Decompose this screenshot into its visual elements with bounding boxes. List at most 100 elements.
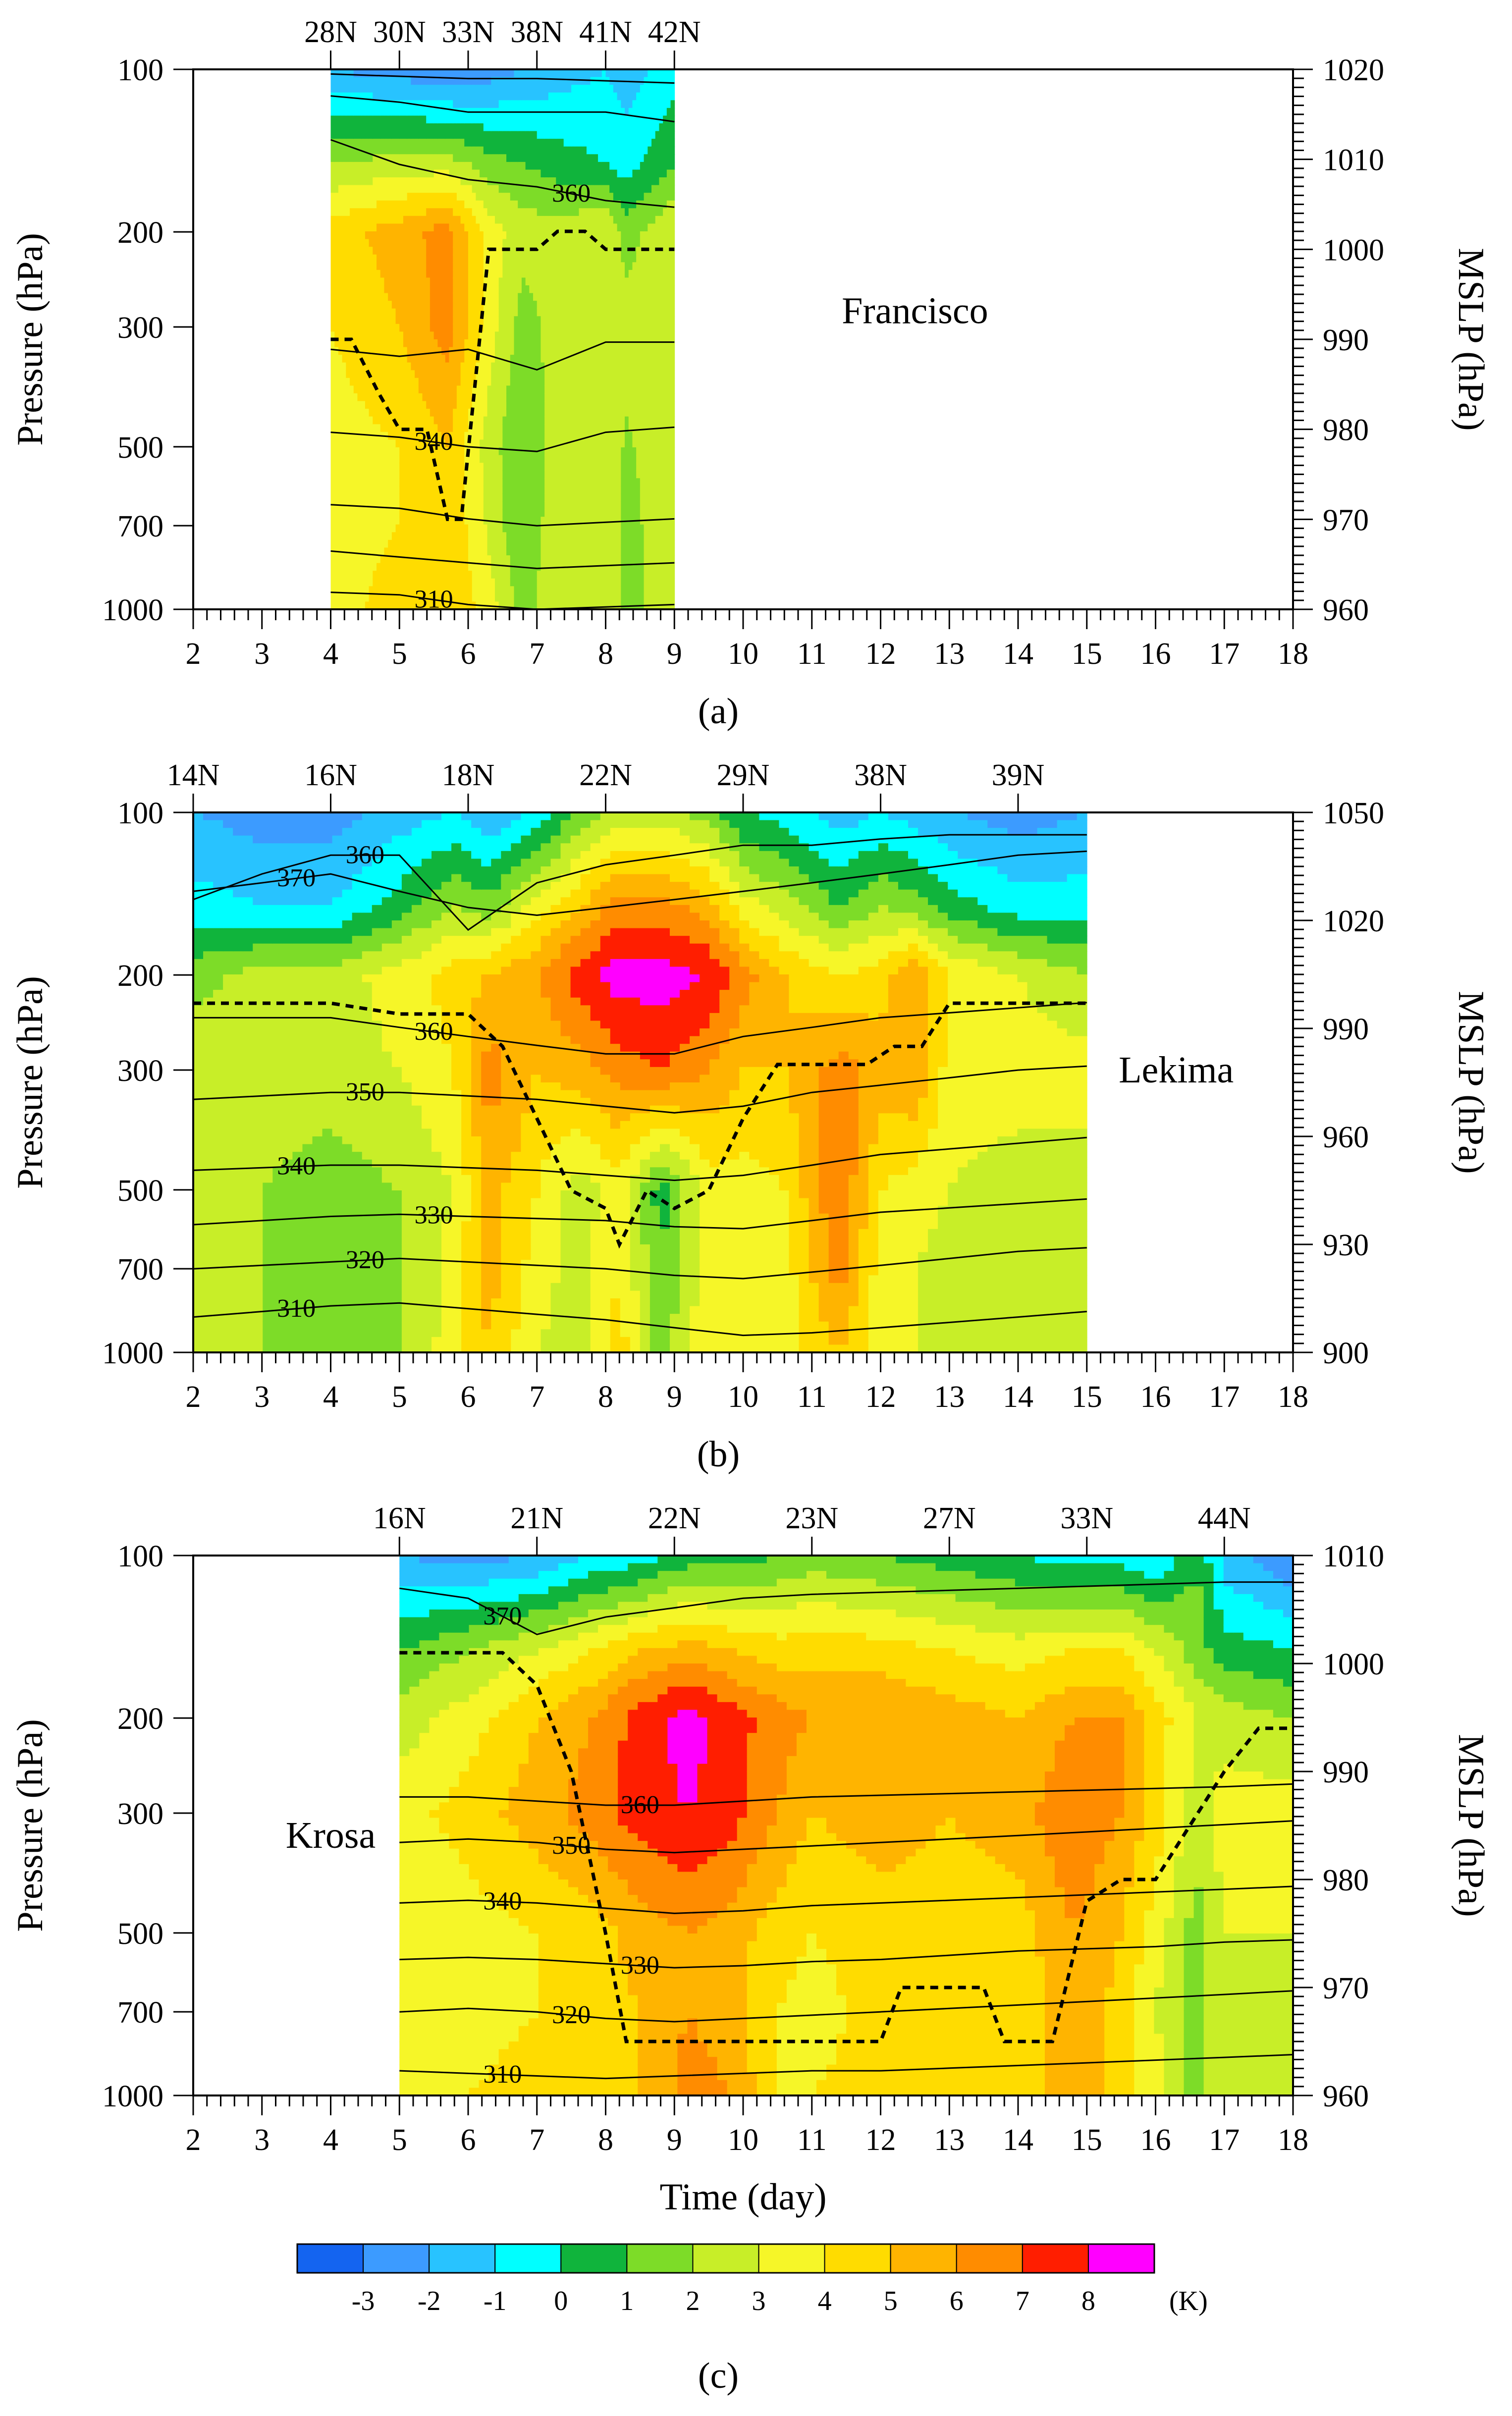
heatmap-cell: [594, 532, 598, 540]
heatmap-cell: [453, 447, 457, 456]
heatmap-cell: [350, 169, 354, 178]
heatmap-cell: [365, 547, 370, 556]
heatmap-cell: [586, 231, 591, 240]
heatmap-cell: [399, 571, 404, 579]
heatmap-cell: [377, 463, 381, 471]
heatmap-cell: [426, 470, 431, 479]
heatmap-cell: [548, 578, 553, 587]
heatmap-cell: [579, 323, 584, 332]
heatmap-cell: [437, 69, 442, 78]
heatmap-cell: [560, 301, 564, 309]
heatmap-cell: [540, 146, 545, 155]
heatmap-cell: [502, 385, 507, 394]
heatmap-cell: [567, 401, 572, 410]
heatmap-cell: [445, 578, 450, 587]
heatmap-cell: [540, 455, 545, 464]
heatmap-cell: [377, 470, 381, 479]
heatmap-cell: [433, 316, 438, 324]
heatmap-cell: [391, 586, 396, 594]
heatmap-cell: [361, 493, 366, 502]
heatmap-cell: [369, 478, 374, 486]
heatmap-cell: [346, 517, 350, 525]
heatmap-cell: [433, 146, 438, 155]
heatmap-cell: [399, 370, 404, 378]
heatmap-cell: [544, 254, 549, 263]
heatmap-cell: [544, 331, 549, 340]
heatmap-cell: [346, 571, 350, 579]
heatmap-cell: [411, 501, 415, 510]
heatmap-cell: [342, 355, 347, 363]
heatmap-cell: [586, 69, 591, 78]
heatmap-cell: [441, 478, 446, 486]
heatmap-cell: [601, 262, 606, 270]
heatmap-cell: [586, 316, 591, 324]
heatmap-cell: [483, 223, 488, 232]
heatmap-cell: [445, 169, 450, 178]
heatmap-cell: [583, 154, 587, 162]
heatmap-cell: [537, 115, 541, 124]
heatmap-cell: [537, 478, 541, 486]
heatmap-cell: [338, 555, 343, 564]
heatmap-cell: [494, 208, 499, 216]
heatmap-cell: [380, 161, 385, 170]
heatmap-cell: [388, 107, 392, 116]
heatmap-cell: [391, 185, 396, 194]
heatmap-cell: [571, 208, 576, 216]
heatmap-cell: [472, 493, 477, 502]
heatmap-cell: [445, 409, 450, 417]
heatmap-cell: [380, 247, 385, 255]
heatmap-cell: [456, 385, 461, 394]
heatmap-cell: [369, 308, 374, 317]
heatmap-cell: [453, 107, 457, 116]
heatmap-cell: [552, 239, 557, 248]
heatmap-cell: [365, 185, 370, 194]
heatmap-cell: [441, 355, 446, 363]
heatmap-cell: [567, 532, 572, 540]
heatmap-cell: [571, 416, 576, 425]
heatmap-cell: [590, 517, 595, 525]
heatmap-cell: [556, 146, 560, 155]
heatmap-cell: [548, 269, 553, 278]
heatmap-cell: [494, 431, 499, 440]
heatmap-cell: [575, 277, 580, 286]
heatmap-cell: [575, 409, 580, 417]
heatmap-cell: [533, 323, 538, 332]
heatmap-cell: [399, 208, 404, 216]
heatmap-cell: [334, 331, 339, 340]
heatmap-cell: [483, 146, 488, 155]
heatmap-cell: [560, 269, 564, 278]
heatmap-cell: [395, 509, 400, 518]
heatmap-cell: [430, 401, 434, 410]
heatmap-cell: [563, 547, 568, 556]
heatmap-cell: [598, 100, 602, 108]
heatmap-cell: [518, 416, 522, 425]
heatmap-cell: [514, 593, 519, 602]
heatmap-cell: [514, 485, 519, 494]
heatmap-cell: [518, 509, 522, 518]
heatmap-cell: [422, 239, 427, 248]
heatmap-cell: [575, 200, 580, 209]
heatmap-cell: [456, 377, 461, 386]
heatmap-cell: [373, 316, 377, 324]
heatmap-cell: [357, 131, 362, 140]
heatmap-cell: [476, 269, 481, 278]
heatmap-cell: [590, 154, 595, 162]
heatmap-cell: [350, 262, 354, 270]
heatmap-cell: [590, 285, 595, 294]
heatmap-cell: [411, 215, 415, 224]
heatmap-cell: [544, 277, 549, 286]
heatmap-cell: [468, 285, 473, 294]
heatmap-cell: [514, 517, 519, 525]
heatmap-cell: [342, 463, 347, 471]
heatmap-cell: [453, 455, 457, 464]
heatmap-cell: [330, 539, 335, 548]
heatmap-cell: [540, 331, 545, 340]
heatmap-cell: [586, 385, 591, 394]
heatmap-cell: [415, 139, 419, 147]
heatmap-cell: [361, 501, 366, 510]
heatmap-cell: [426, 563, 431, 572]
heatmap-cell: [594, 92, 598, 101]
heatmap-cell: [437, 262, 442, 270]
heatmap-cell: [361, 393, 366, 402]
heatmap-cell: [437, 593, 442, 602]
